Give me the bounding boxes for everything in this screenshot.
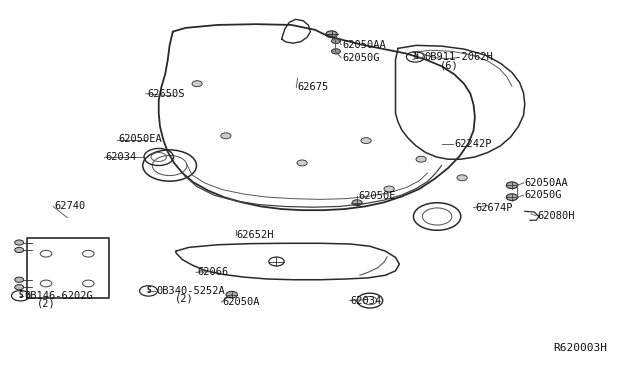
- Text: 62080H: 62080H: [538, 211, 575, 221]
- Circle shape: [457, 175, 467, 181]
- Circle shape: [15, 240, 24, 245]
- Text: 62034: 62034: [351, 296, 382, 305]
- Text: R620003H: R620003H: [554, 343, 607, 353]
- Text: 62050G: 62050G: [525, 190, 563, 200]
- Text: S: S: [18, 291, 23, 300]
- Circle shape: [332, 38, 340, 44]
- Circle shape: [384, 186, 394, 192]
- Text: 62050EA: 62050EA: [118, 135, 162, 144]
- Circle shape: [506, 194, 518, 201]
- Text: 62740: 62740: [54, 202, 86, 211]
- Circle shape: [326, 31, 337, 38]
- Text: 62050G: 62050G: [342, 53, 380, 62]
- Circle shape: [297, 160, 307, 166]
- Text: (6): (6): [440, 60, 459, 70]
- Text: 62674P: 62674P: [475, 203, 513, 212]
- Circle shape: [226, 291, 237, 298]
- Circle shape: [15, 285, 24, 290]
- Circle shape: [352, 200, 362, 206]
- Text: 62050AA: 62050AA: [342, 40, 386, 49]
- Text: S: S: [146, 286, 151, 295]
- Text: 62066: 62066: [197, 267, 228, 277]
- Text: 62050AA: 62050AA: [525, 178, 568, 188]
- Circle shape: [416, 156, 426, 162]
- Circle shape: [192, 81, 202, 87]
- Circle shape: [506, 182, 518, 189]
- Text: (2): (2): [175, 294, 194, 303]
- Text: 62050A: 62050A: [223, 297, 260, 307]
- Circle shape: [15, 277, 24, 282]
- Text: 62242P: 62242P: [454, 140, 492, 149]
- Text: 62034: 62034: [106, 152, 137, 162]
- Text: 62652H: 62652H: [237, 230, 275, 240]
- Text: 62650S: 62650S: [147, 89, 185, 99]
- Circle shape: [361, 138, 371, 144]
- Text: 62675: 62675: [298, 83, 329, 92]
- Text: 62050E: 62050E: [358, 192, 396, 201]
- Text: 0B340-5252A: 0B340-5252A: [156, 286, 225, 296]
- Circle shape: [332, 49, 340, 54]
- Circle shape: [221, 133, 231, 139]
- Text: 0B146-6202G: 0B146-6202G: [24, 291, 93, 301]
- Text: N: N: [413, 52, 418, 61]
- Text: (2): (2): [37, 299, 56, 309]
- Circle shape: [15, 247, 24, 253]
- Text: 0B911-2062H: 0B911-2062H: [424, 52, 493, 62]
